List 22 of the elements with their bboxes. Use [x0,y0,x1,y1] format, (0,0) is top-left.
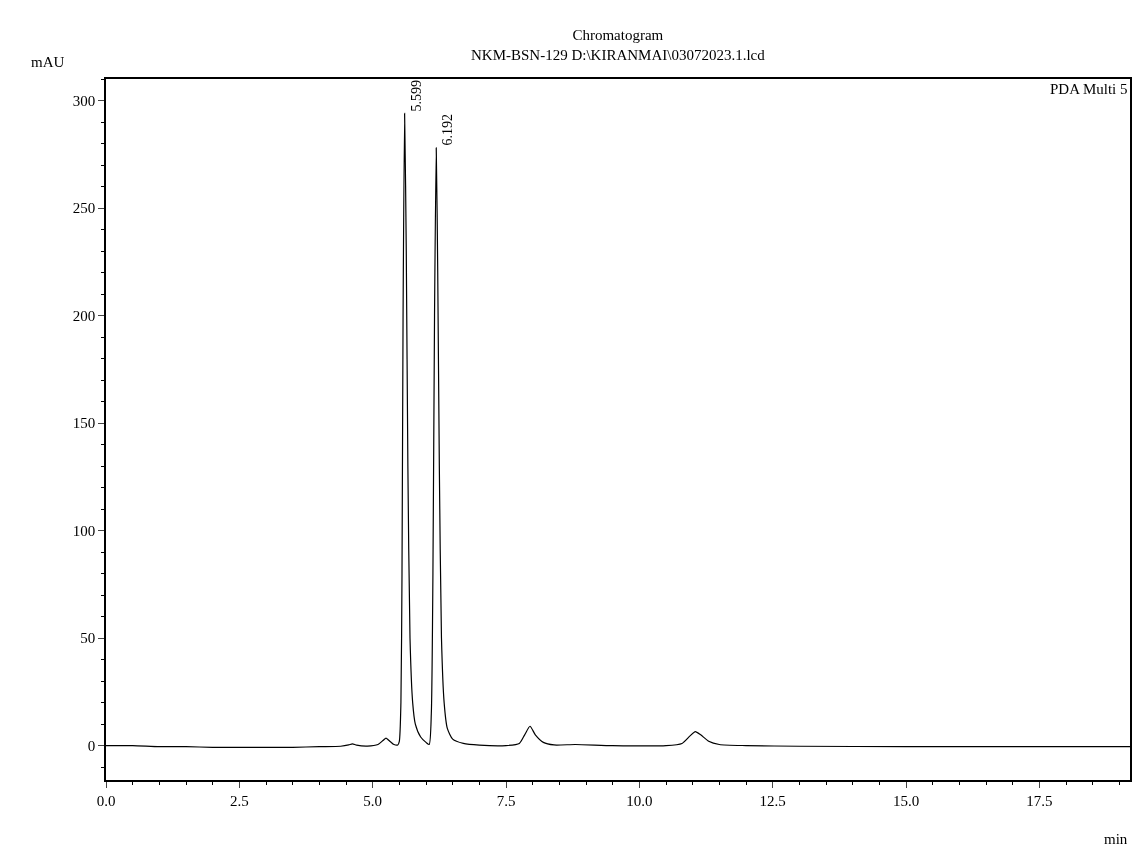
x-axis-title: min [1104,831,1128,847]
x-tick-label: 10.0 [626,792,653,809]
y-tick-label: 250 [72,200,96,217]
y-tick-label: 50 [80,630,96,647]
annotation: 6.192 [439,114,455,146]
annotation: 5.599 [408,80,424,112]
y-axis-title: mAU [31,54,65,70]
chart-title: Chromatogram [572,27,664,43]
annotation: PDA Multi 5 [1050,81,1128,97]
y-tick-label: 0 [87,737,96,754]
x-tick-label: 0.0 [96,792,116,809]
y-tick-label: 150 [72,415,96,432]
y-tick-label: 300 [72,92,96,109]
chart-subtitle: NKM-BSN-129 D:\KIRANMAI\03072023.1.lcd [471,46,766,63]
x-tick-label: 15.0 [892,792,920,809]
x-tick-label: 12.5 [759,792,786,809]
x-tick-label: 5.0 [363,792,383,809]
y-tick-label: 200 [72,307,96,324]
x-tick-label: 2.5 [229,792,249,809]
y-tick-label: 100 [72,522,96,539]
x-tick-label: 17.5 [1026,792,1053,809]
x-tick-label: 7.5 [496,792,516,809]
